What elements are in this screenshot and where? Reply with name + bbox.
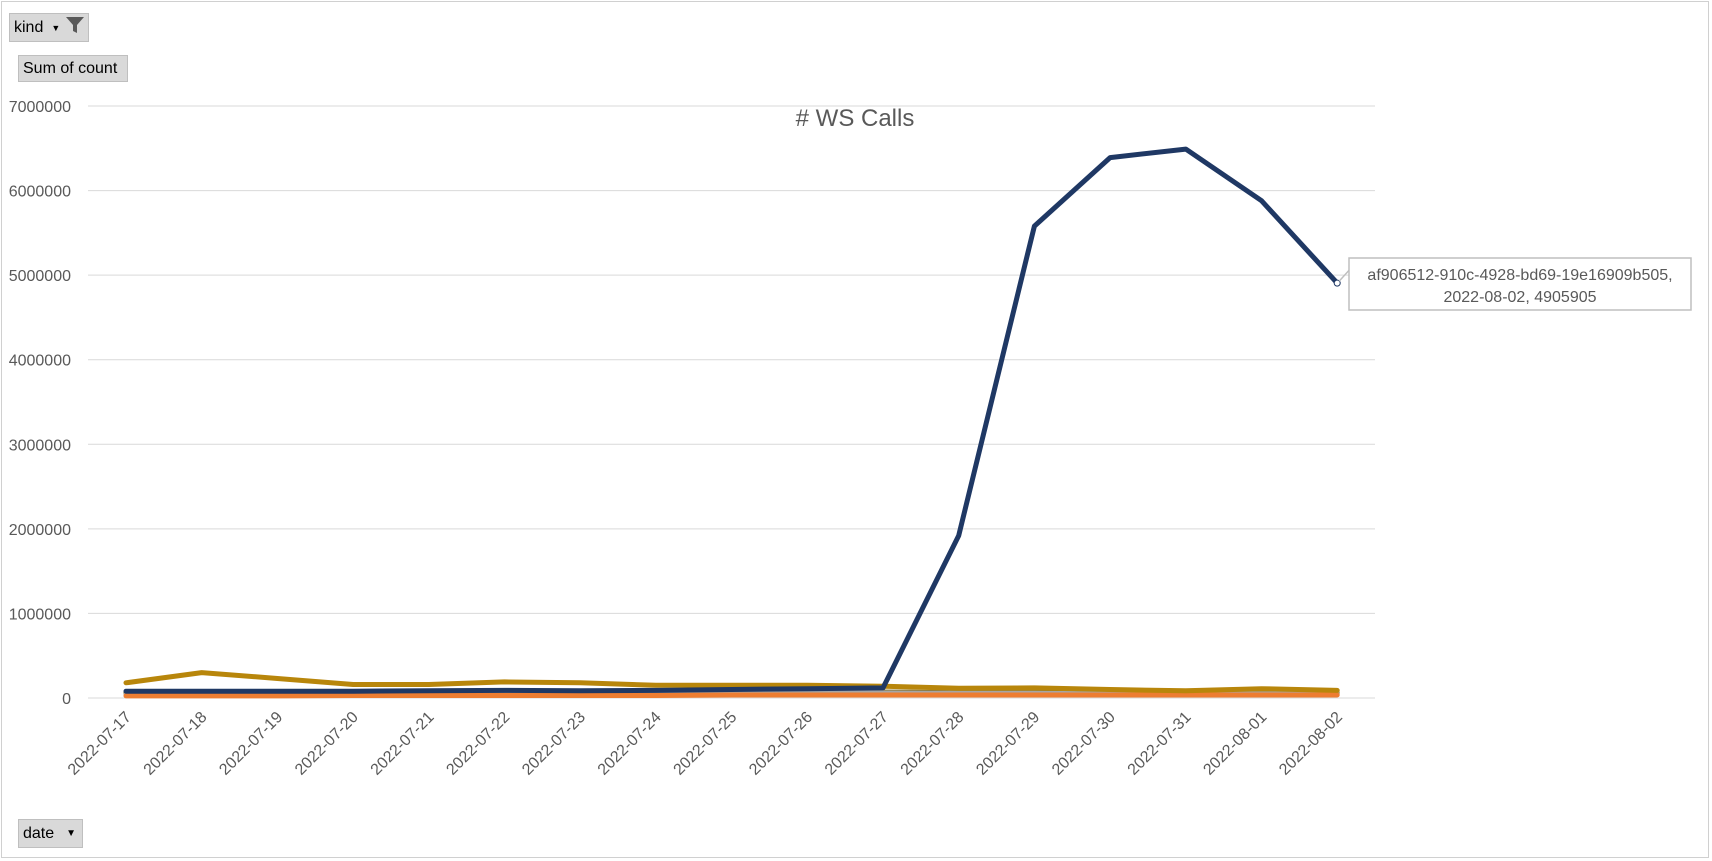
x-tick-label: 2022-07-20 [292, 709, 362, 779]
x-tick-label: 2022-07-23 [519, 709, 589, 779]
x-tick-label: 2022-08-02 [1276, 709, 1346, 779]
y-tick-label: 2000000 [9, 522, 71, 539]
x-tick-label: 2022-07-27 [822, 709, 892, 779]
y-tick-label: 4000000 [9, 353, 71, 370]
callout-text: af906512-910c-4928-bd69-19e16909b505, [1367, 267, 1672, 284]
x-tick-label: 2022-07-24 [595, 709, 665, 779]
value-field-button: Sum of count [18, 55, 128, 82]
callout-box [1348, 257, 1692, 311]
series-line [123, 692, 1340, 699]
filter-funnel-icon [65, 16, 85, 39]
y-tick-label: 3000000 [9, 437, 71, 454]
y-tick-label: 0 [62, 691, 71, 708]
y-axis-ticks: 0 1000000 2000000 3000000 4000000 5000000 6000… [9, 99, 71, 708]
gridlines [88, 105, 1375, 699]
x-tick-label: 2022-07-21 [368, 709, 438, 779]
y-tick-label: 6000000 [9, 184, 71, 201]
kind-filter-label: kind [14, 18, 44, 36]
x-tick-label: 2022-07-19 [216, 709, 286, 779]
callout-text: 2022-08-02, 4905905 [1443, 289, 1596, 306]
series-line [123, 146, 1340, 694]
date-field-button[interactable]: date ▼ [18, 819, 83, 848]
x-tick-label: 2022-07-29 [973, 709, 1043, 779]
x-tick-label: 2022-07-31 [1125, 709, 1195, 779]
x-axis-ticks: 2022-07-17 2022-07-18 2022-07-19 2022-07-20… [65, 709, 1346, 779]
kind-filter-button[interactable]: kind ▼ [9, 13, 89, 42]
date-field-label: date [23, 824, 55, 842]
y-tick-label: 7000000 [9, 99, 71, 116]
y-tick-label: 1000000 [9, 606, 71, 623]
x-tick-label: 2022-07-25 [671, 709, 741, 779]
dropdown-arrow-icon: ▼ [51, 22, 61, 33]
y-tick-label: 5000000 [9, 268, 71, 285]
x-tick-label: 2022-07-26 [746, 709, 816, 779]
x-tick-label: 2022-08-01 [1200, 709, 1270, 779]
x-tick-label: 2022-07-30 [1049, 709, 1119, 779]
chart-title: # WS Calls [796, 105, 915, 132]
data-point-marker [1333, 279, 1341, 287]
x-tick-label: 2022-07-17 [65, 709, 135, 779]
value-field-label: Sum of count [23, 59, 118, 77]
dropdown-arrow-icon: ▼ [66, 828, 77, 839]
series-line [123, 670, 1340, 694]
x-tick-label: 2022-07-22 [443, 709, 513, 779]
series-lines [123, 146, 1340, 699]
callout-leader [1338, 265, 1350, 282]
x-tick-label: 2022-07-18 [141, 709, 211, 779]
data-label-callout: af906512-910c-4928-bd69-19e16909b505, 202… [1333, 257, 1692, 311]
x-tick-label: 2022-07-28 [898, 709, 968, 779]
